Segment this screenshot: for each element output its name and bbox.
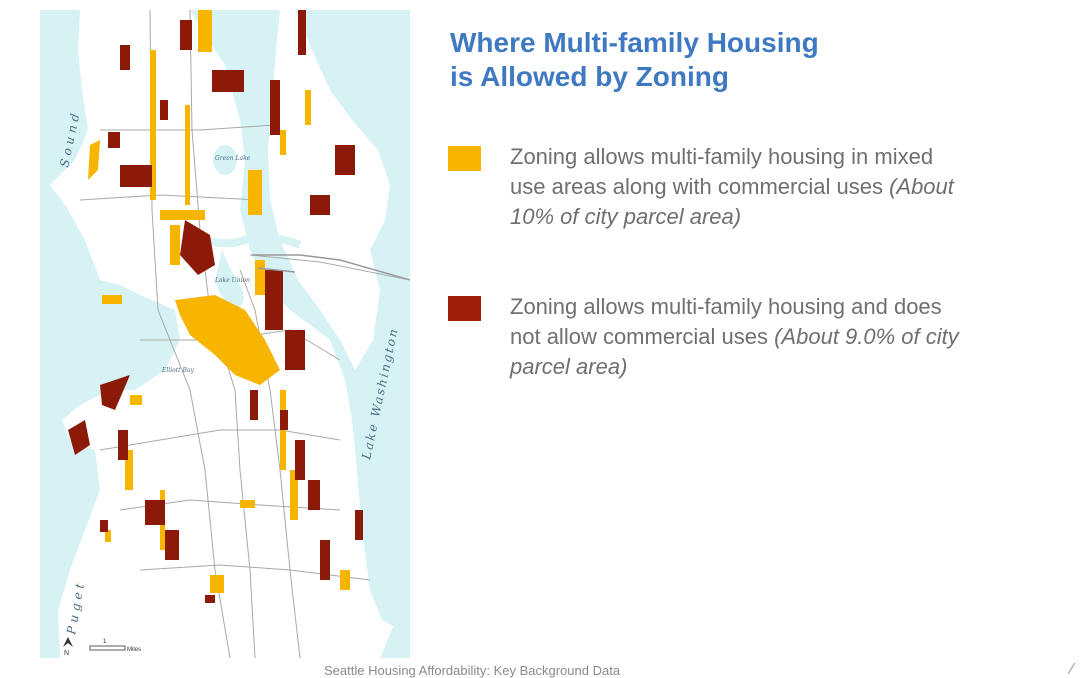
title-line-1: Where Multi-family Housing bbox=[450, 27, 819, 58]
residential-only-text: Zoning allows multi-family housing and d… bbox=[510, 294, 942, 349]
slide-corner-icon bbox=[1067, 662, 1076, 675]
lake-union-label: Lake Union bbox=[214, 277, 250, 284]
mixed-use-note: (About 10% of city parcel area) bbox=[510, 174, 954, 229]
zoning-map-svg: Sound Puget Lake Washington Green Lake L… bbox=[40, 10, 410, 658]
bridges bbox=[252, 254, 410, 281]
mixed-use-swatch bbox=[448, 146, 481, 171]
green-lake bbox=[213, 145, 237, 175]
zoning-map: Sound Puget Lake Washington Green Lake L… bbox=[40, 10, 410, 658]
residential-only-description: Zoning allows multi-family housing and d… bbox=[510, 292, 970, 382]
residential-only-zones bbox=[68, 10, 363, 603]
mixed-use-text: Zoning allows multi-family housing in mi… bbox=[510, 144, 934, 199]
residential-only-note: (About 9.0% of city parcel area) bbox=[510, 324, 959, 379]
title-line-2: is Allowed by Zoning bbox=[450, 61, 729, 92]
lake-washington-south bbox=[380, 570, 410, 658]
scale-unit-label: Miles bbox=[127, 647, 141, 653]
land-northeast bbox=[268, 10, 390, 370]
north-arrow-icon: N bbox=[63, 637, 73, 657]
road-network bbox=[79, 10, 410, 658]
north-label: N bbox=[64, 650, 69, 657]
lake-union bbox=[215, 250, 244, 310]
elliott-bay-label: Elliott Bay bbox=[161, 367, 194, 374]
mixed-use-zones bbox=[88, 10, 350, 593]
page-title: Where Multi-family Housing is Allowed by… bbox=[450, 26, 1010, 94]
mixed-use-description: Zoning allows multi-family housing in mi… bbox=[510, 142, 970, 232]
scale-label: 1 bbox=[103, 639, 107, 645]
residential-only-swatch bbox=[448, 296, 481, 321]
scale-bar: 1 Miles bbox=[89, 639, 141, 653]
green-lake-label: Green Lake bbox=[215, 155, 251, 162]
footer-text: Seattle Housing Affordability: Key Backg… bbox=[324, 663, 621, 678]
